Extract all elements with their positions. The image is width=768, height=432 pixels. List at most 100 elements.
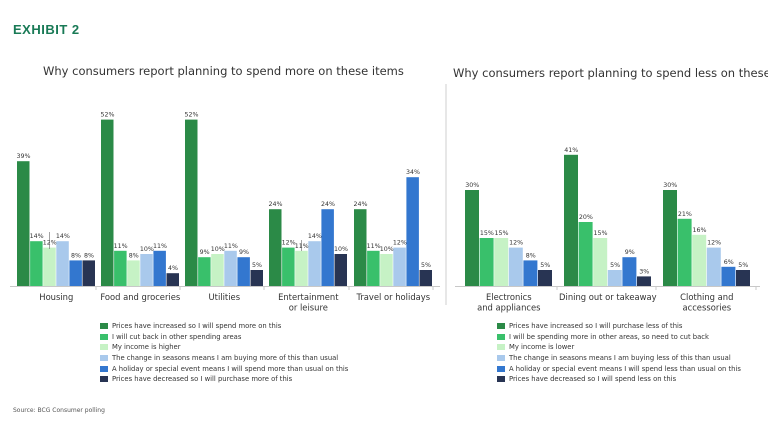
data-label: 5% <box>421 262 431 269</box>
legend-label: Prices have increased so I will spend mo… <box>112 322 282 331</box>
data-label: 24% <box>354 201 368 208</box>
legend-item: I will cut back in other spending areas <box>100 332 348 343</box>
legend-item: The change in seasons means I am buying … <box>100 353 348 364</box>
data-label: 12% <box>282 240 296 247</box>
legend-item: My income is higher <box>100 342 348 353</box>
legend-item: Prices have decreased so I will spend le… <box>497 374 741 385</box>
bar <box>17 161 30 286</box>
left-panel-title: Why consumers report planning to spend m… <box>43 64 404 78</box>
legend-label: The change in seasons means I am buying … <box>509 354 731 363</box>
data-label: 14% <box>30 233 44 240</box>
bar <box>224 250 237 286</box>
bar <box>538 270 552 286</box>
data-label: 14% <box>308 233 322 240</box>
data-label: 15% <box>495 230 509 237</box>
bar <box>736 270 750 286</box>
bar <box>211 254 224 286</box>
legend-label: A holiday or special event means I will … <box>509 364 741 373</box>
legend-swatch <box>497 376 505 383</box>
data-label: 15% <box>480 230 494 237</box>
category-label: Housing <box>39 292 73 302</box>
legend-item: I will be spending more in other areas, … <box>497 332 741 343</box>
bar <box>419 270 432 286</box>
data-label: 11% <box>114 243 128 250</box>
bar <box>508 247 523 286</box>
legend-swatch <box>100 323 108 330</box>
legend-swatch <box>497 355 505 362</box>
data-label: 6% <box>724 259 734 266</box>
category-label: Travel or holidays <box>355 292 430 302</box>
data-label: 8% <box>84 252 94 259</box>
bar <box>721 266 736 286</box>
legend-label: Prices have decreased so I will spend le… <box>509 375 677 384</box>
bar <box>637 276 651 286</box>
bar <box>56 241 69 286</box>
bar <box>69 260 82 286</box>
category-label: Electronics and appliances <box>477 292 540 313</box>
data-label: 11% <box>367 243 381 250</box>
bar <box>578 222 593 286</box>
bar <box>321 209 334 286</box>
bar <box>354 209 367 286</box>
bar <box>282 247 295 286</box>
data-label: 10% <box>334 246 348 253</box>
right-panel-title: Why consumers report planning to spend l… <box>453 66 768 80</box>
legend-item: A holiday or special event means I will … <box>497 363 741 374</box>
data-label: 5% <box>252 262 262 269</box>
bar <box>43 247 56 286</box>
bar <box>237 257 250 286</box>
bar <box>593 238 608 286</box>
legend-swatch <box>497 344 505 351</box>
data-label: 8% <box>526 252 536 259</box>
bar <box>334 254 347 286</box>
bar <box>663 190 677 286</box>
legend-label: Prices have decreased so I will purchase… <box>112 375 293 384</box>
legend-label: Prices have increased so I will purchase… <box>509 322 683 331</box>
data-label: 4% <box>168 265 178 272</box>
data-label: 15% <box>594 230 608 237</box>
bar <box>393 247 406 286</box>
left-legend: Prices have increased so I will spend mo… <box>100 321 348 385</box>
bar <box>250 270 263 286</box>
bar <box>269 209 282 286</box>
category-label: Entertainment or leisure <box>278 292 339 313</box>
legend-swatch <box>100 376 108 383</box>
bar <box>523 260 538 286</box>
legend-label: My income is lower <box>509 343 575 352</box>
data-label: 3% <box>639 268 649 275</box>
bar <box>367 250 380 286</box>
data-label: 5% <box>540 262 550 269</box>
data-label: 8% <box>129 252 139 259</box>
data-label: 10% <box>140 246 154 253</box>
legend-swatch <box>100 344 108 351</box>
data-label: 11% <box>224 243 238 250</box>
data-label: 39% <box>17 153 31 160</box>
data-label: 10% <box>211 246 225 253</box>
right-chart: 30%15% 15%12%8%5%Electronics and appliance… <box>455 147 760 313</box>
bar <box>114 250 127 286</box>
legend-item: Prices have decreased so I will purchase… <box>100 374 348 385</box>
data-label: 52% <box>101 112 115 119</box>
legend-swatch <box>100 333 108 340</box>
category-label: Utilities <box>209 292 241 302</box>
data-label: 34% <box>406 169 420 176</box>
data-label: 9% <box>200 249 210 256</box>
bar <box>127 260 140 286</box>
data-label: 30% <box>663 182 677 189</box>
data-label: 5% <box>738 262 748 269</box>
data-label: 9% <box>239 249 249 256</box>
bar <box>677 218 692 286</box>
bar <box>622 257 637 286</box>
bar <box>295 250 308 286</box>
bar <box>607 270 622 286</box>
legend-item: Prices have increased so I will purchase… <box>497 321 741 332</box>
category-label: Dining out or takeaway <box>559 292 657 302</box>
data-label: 24% <box>321 201 335 208</box>
bar <box>308 241 321 286</box>
legend-item: The change in seasons means I am buying … <box>497 353 741 364</box>
legend-label: My income is higher <box>112 343 181 352</box>
bar <box>153 250 166 286</box>
data-label: 16% <box>693 227 707 234</box>
